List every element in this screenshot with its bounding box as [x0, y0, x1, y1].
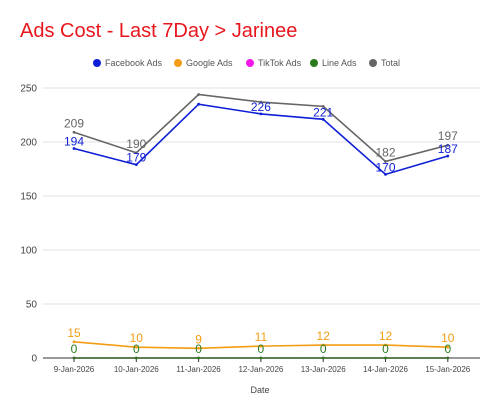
data-point	[197, 93, 201, 96]
x-tick-label: 15-Jan-2026	[425, 365, 470, 374]
data-point	[446, 154, 450, 158]
data-label: 11	[255, 330, 268, 344]
data-point	[259, 112, 263, 116]
x-axis-title: Date	[250, 385, 269, 395]
data-label: 0	[320, 342, 327, 356]
data-label: 182	[375, 145, 395, 159]
x-tick-label: 14-Jan-2026	[363, 365, 408, 374]
data-label: 197	[438, 129, 458, 143]
data-point	[197, 356, 201, 360]
data-point	[321, 356, 325, 360]
legend-marker	[174, 59, 182, 67]
data-point	[446, 345, 450, 349]
data-point	[134, 163, 138, 167]
data-label: 15	[67, 326, 81, 340]
data-point	[384, 160, 387, 163]
data-point	[72, 356, 76, 360]
data-point	[384, 356, 387, 360]
x-tick-label: 10-Jan-2026	[114, 365, 159, 374]
data-label: 10	[130, 331, 144, 345]
data-label: 0	[71, 342, 78, 356]
legend-label: TikTok Ads	[258, 58, 302, 68]
data-label: 0	[444, 342, 451, 356]
data-point	[384, 343, 387, 347]
data-point	[197, 346, 201, 350]
legend-marker	[246, 59, 254, 67]
legend-label: Total	[381, 58, 400, 68]
data-point	[134, 356, 138, 360]
data-point	[321, 343, 325, 347]
legend-label: Google Ads	[186, 58, 233, 68]
data-point	[197, 102, 201, 106]
data-point	[259, 100, 263, 104]
data-label: 187	[438, 142, 458, 156]
x-tick-label: 13-Jan-2026	[301, 365, 346, 374]
data-label: 190	[126, 137, 146, 151]
legend: Facebook Ads Google Ads TikTok Ads Line Ads…	[93, 58, 400, 68]
series-lines	[72, 93, 450, 360]
data-label: 170	[375, 160, 395, 174]
data-point	[72, 147, 76, 150]
data-point	[446, 356, 450, 360]
legend-marker	[369, 59, 377, 67]
legend-marker	[93, 59, 101, 67]
y-tick-label: 0	[31, 354, 37, 365]
y-tick-label: 50	[26, 300, 38, 311]
data-label: 221	[313, 105, 333, 119]
data-label: 179	[126, 151, 146, 165]
y-tick-label: 150	[20, 192, 37, 203]
y-tick-label: 250	[20, 84, 37, 95]
data-label: 12	[379, 329, 393, 343]
data-point	[446, 143, 450, 147]
legend-label: Facebook Ads	[105, 58, 163, 68]
data-label: 12	[317, 329, 331, 343]
data-point	[72, 130, 76, 134]
data-label: 0	[133, 342, 140, 356]
data-point	[321, 104, 325, 108]
legend-marker	[310, 59, 318, 67]
chart-title: Ads Cost - Last 7Day > Jarinee	[20, 20, 298, 42]
x-tick-label: 9-Jan-2026	[54, 365, 95, 374]
data-point	[384, 173, 387, 176]
legend-label: Line Ads	[322, 58, 357, 68]
data-label: 9	[195, 332, 202, 346]
data-label: 209	[64, 116, 84, 130]
data-point	[259, 356, 263, 360]
x-tick-label: 11-Jan-2026	[176, 365, 221, 374]
data-label: 0	[258, 342, 265, 356]
y-tick-label: 100	[20, 246, 37, 257]
data-point	[134, 151, 138, 155]
data-label: 194	[64, 134, 84, 148]
data-label: 0	[195, 342, 202, 356]
x-tick-label: 12-Jan-2026	[238, 365, 283, 374]
data-label: 0	[382, 342, 389, 356]
data-point	[321, 117, 325, 121]
data-point	[72, 340, 76, 344]
gridlines	[43, 87, 480, 359]
y-tick-label: 200	[20, 138, 37, 149]
data-point	[259, 344, 263, 348]
data-label: 226	[251, 100, 271, 114]
data-point	[134, 345, 138, 349]
data-label: 10	[441, 331, 455, 345]
